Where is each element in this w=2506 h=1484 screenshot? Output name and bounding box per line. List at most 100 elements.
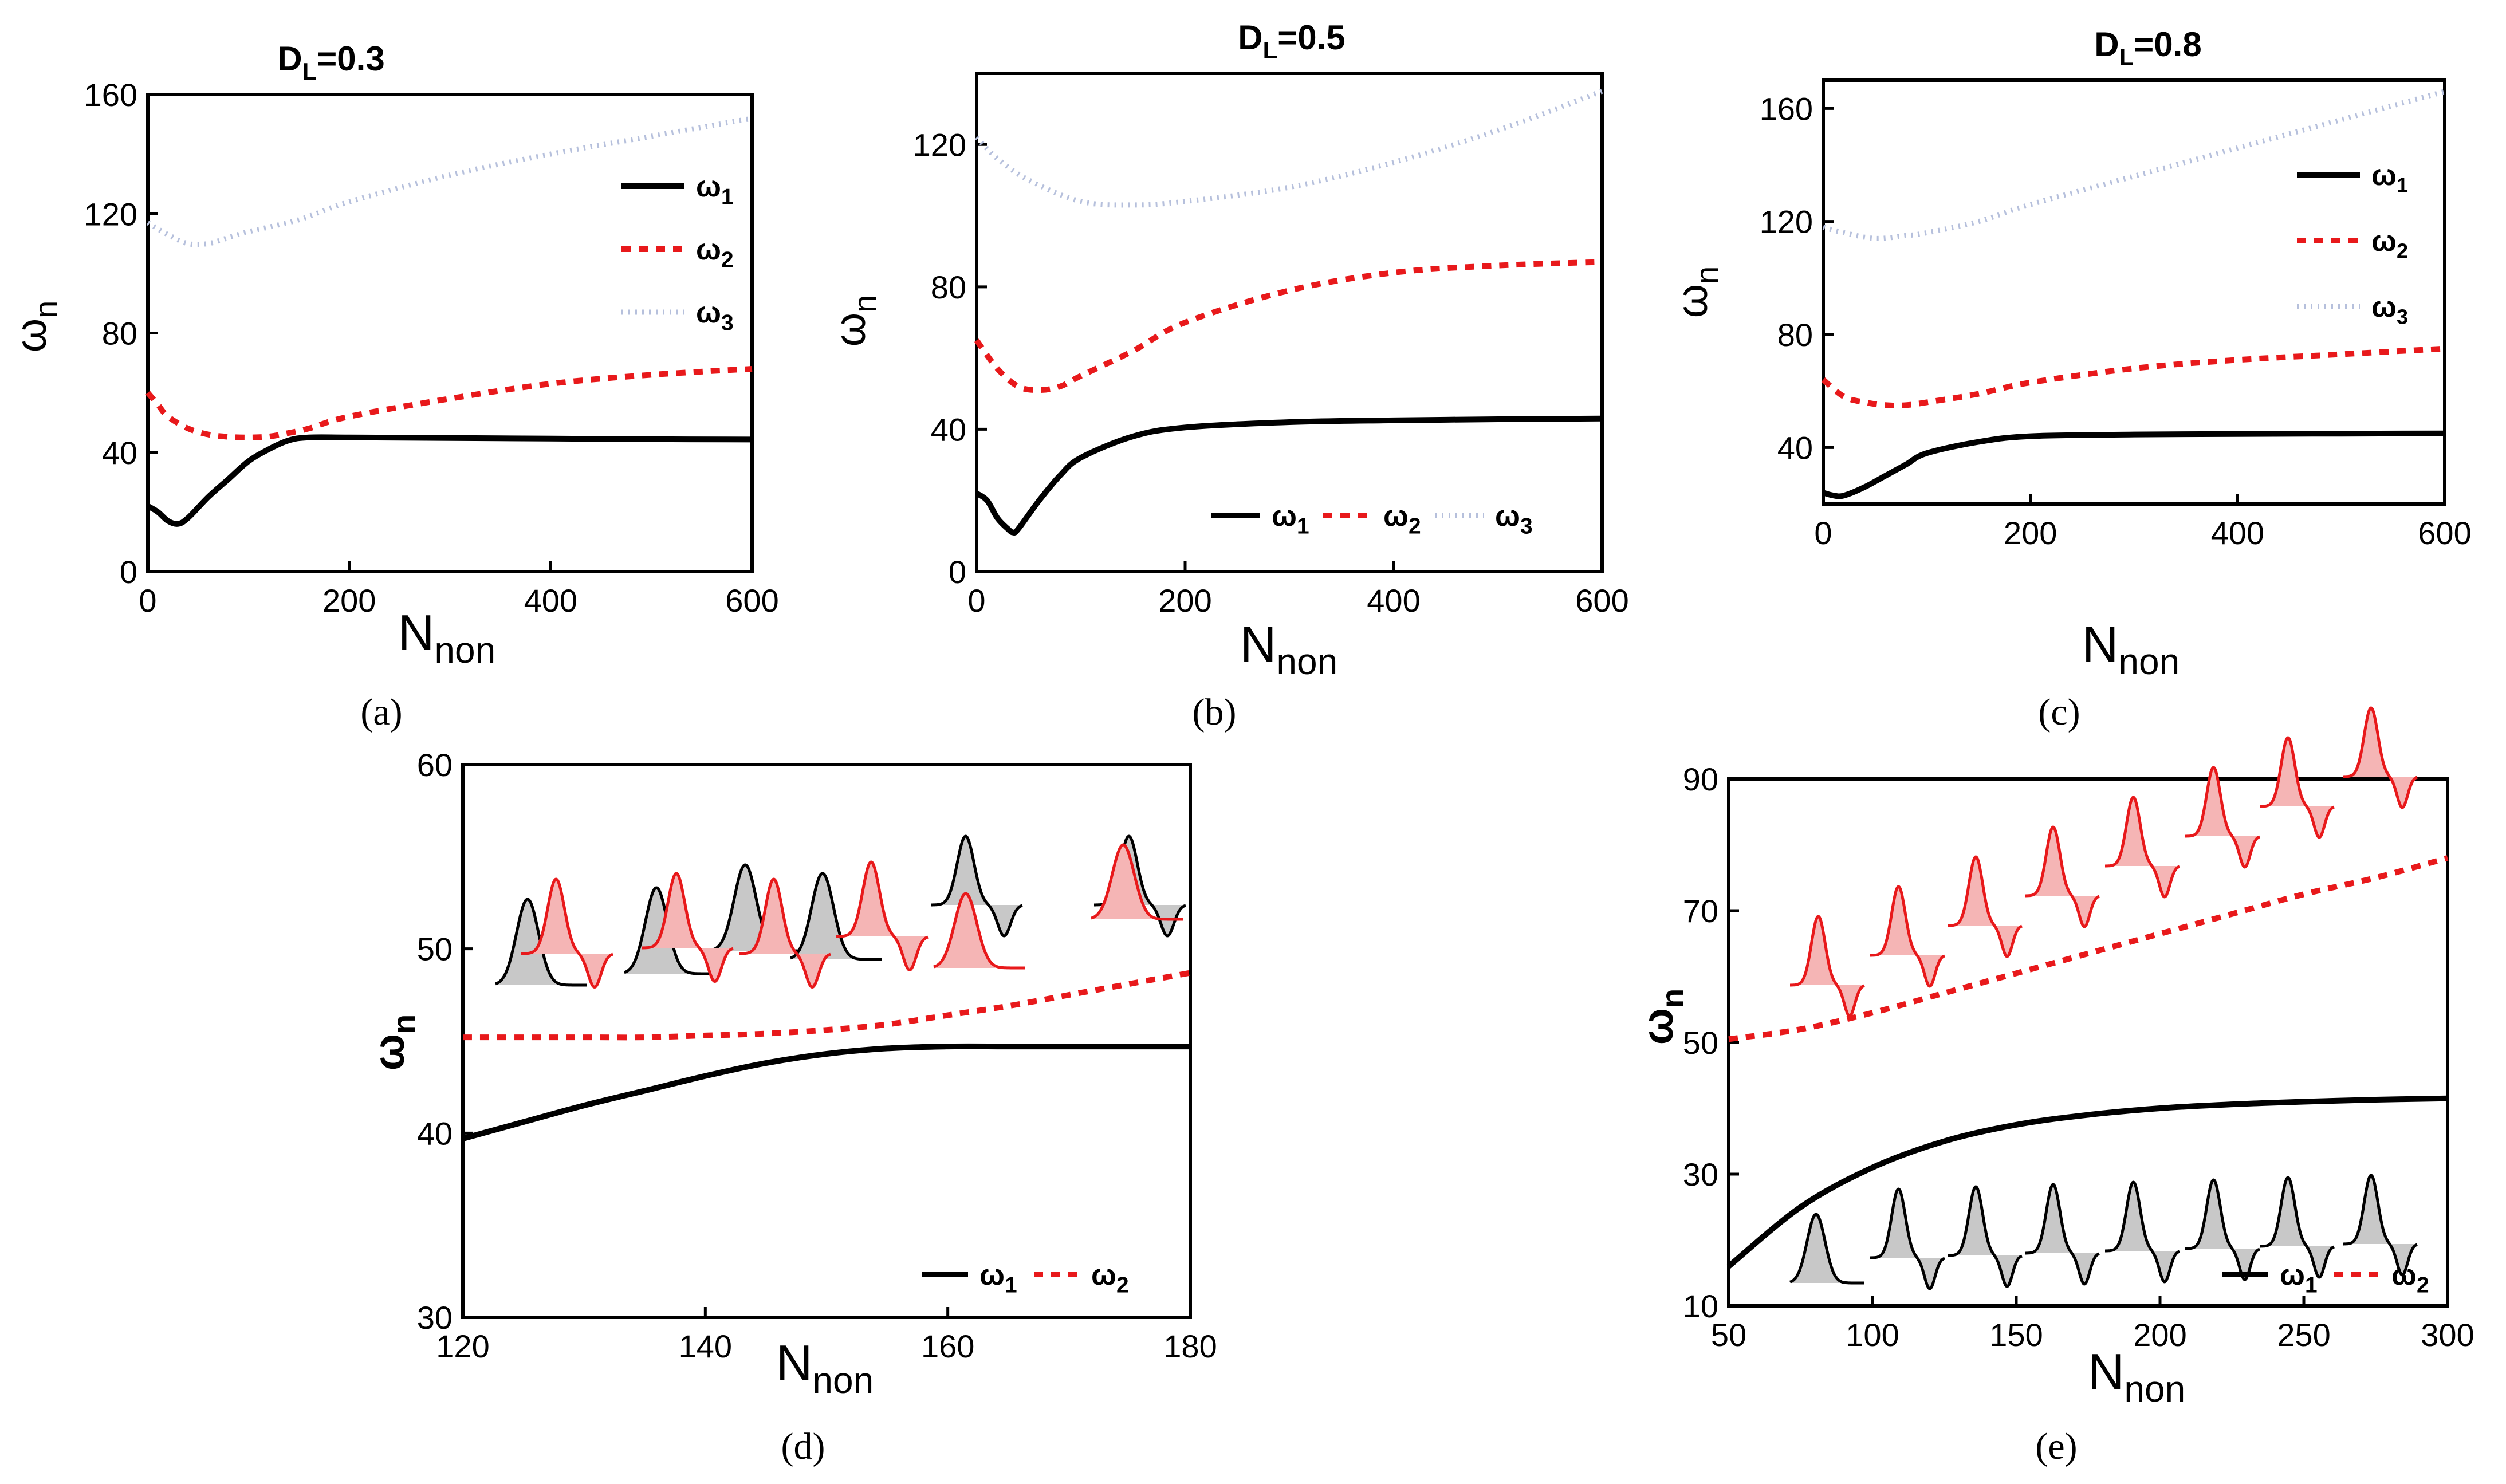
x-tick-label: 400	[2211, 515, 2264, 551]
legend-label-omega2-sub: 2	[1116, 1273, 1129, 1298]
mode-shape-w1-outline	[2259, 1176, 2335, 1279]
mode-shape-w2-outline	[2259, 736, 2335, 839]
chart-title: DL=0.3	[277, 40, 384, 85]
y-tick-label: 120	[913, 127, 966, 163]
chart-title: DL=0.5	[1238, 18, 1345, 64]
series-line-omega3	[974, 88, 1603, 208]
x-axis-label-sub: non	[2118, 641, 2180, 682]
legend-label-omega3: ω3	[1495, 499, 1533, 539]
legend-label-omega2-main: ω	[696, 233, 721, 266]
legend: ω1 ω2	[922, 1258, 1129, 1298]
y-axis-label-sub: n	[385, 1014, 422, 1034]
panel-caption: (d)	[781, 1426, 825, 1467]
y-axis-label: ωn	[1668, 266, 1725, 318]
legend-label-omega2-sub: 2	[2417, 1273, 2429, 1298]
x-tick-label: 0	[967, 582, 985, 619]
mode-shape-w2-outline	[641, 872, 734, 983]
panel-caption: (a)	[360, 691, 402, 733]
y-axis-label-group: ωn	[1634, 989, 1690, 1045]
legend: ω1 ω2	[2222, 1258, 2429, 1298]
legend-label-omega1-sub: 1	[721, 185, 734, 210]
legend-label-omega2-main: ω	[1383, 499, 1409, 533]
title-sub: L	[1263, 37, 1278, 64]
legend-label-omega1-sub: 1	[1297, 514, 1309, 539]
y-axis-label: ωn	[1634, 989, 1690, 1045]
mode-shape-w1-fill	[2185, 1180, 2260, 1280]
y-tick-label: 120	[84, 196, 137, 232]
legend-label-omega1: ω1	[1272, 499, 1309, 539]
series-line-omega2	[974, 259, 1603, 393]
series-line-omega1	[1726, 1095, 2448, 1269]
mode-shape-w2-outline	[1947, 855, 2023, 958]
y-axis-label-group: ωn	[1668, 266, 1725, 318]
y-axis-label: ωn	[826, 295, 883, 347]
mode-shape-w2-fill	[739, 879, 831, 987]
x-axis-label: Nnon	[776, 1335, 874, 1401]
mode-shape-w2-outline	[2342, 706, 2418, 809]
y-tick-label: 70	[1683, 893, 1718, 929]
y-axis-label-main: ω	[365, 1034, 414, 1070]
mode-shape-w2-fill	[2025, 827, 2099, 927]
y-tick-label: 40	[102, 435, 137, 471]
plot-frame-e	[1727, 777, 2449, 1308]
mode-shape-w1-outline	[1870, 1187, 1945, 1290]
legend-label-omega1-sub: 1	[2397, 174, 2408, 197]
y-tick-label: 120	[1760, 204, 1813, 240]
mode-shape-insets	[495, 834, 1186, 989]
mode-shape-w1-outline	[790, 872, 882, 961]
legend-label-omega1: ω1	[2280, 1258, 2318, 1298]
mode-shape-w1-fill	[2025, 1184, 2099, 1284]
legend-label-omega1-main: ω	[979, 1258, 1005, 1292]
x-axis-label-main: N	[2082, 616, 2119, 672]
x-tick-label: 200	[322, 582, 376, 619]
x-axis-label: Nnon	[1240, 616, 1337, 682]
mode-shape-w1-outline	[1789, 1213, 1864, 1285]
y-tick-label: 50	[417, 931, 453, 967]
title-sub: L	[302, 58, 317, 85]
mode-shape-w2-fill	[1948, 857, 2022, 956]
legend-label-omega2-main: ω	[1091, 1258, 1116, 1292]
y-tick-label: 40	[931, 411, 966, 447]
series-line-omega1	[975, 415, 1603, 536]
y-tick-label: 90	[1683, 761, 1718, 797]
series-line-omega1	[462, 1043, 1190, 1141]
x-axis-label: Nnon	[398, 604, 495, 671]
legend-label-omega2: ω2	[1091, 1258, 1129, 1298]
x-axis-label-main: N	[2088, 1343, 2125, 1400]
series-line-omega1	[146, 434, 753, 527]
mode-shape-w2-fill	[2185, 767, 2260, 867]
legend-label-omega3: ω3	[696, 296, 734, 336]
mode-shape-w2-fill	[1091, 845, 1183, 919]
y-axis-label-sub: n	[27, 301, 64, 318]
mode-shape-w2-outline	[836, 860, 929, 972]
mode-shape-w2-outline	[2185, 766, 2260, 869]
mode-shape-w2-fill	[934, 893, 1025, 968]
mode-shape-w2-outline	[2024, 825, 2100, 928]
plot-frame-a	[146, 93, 754, 573]
legend-label-omega1-sub: 1	[1005, 1273, 1017, 1298]
plot-frame-d	[461, 763, 1192, 1319]
y-axis-label-main: ω	[1668, 284, 1717, 318]
panel-caption: (b)	[1193, 691, 1237, 733]
x-axis-label-main: N	[398, 604, 435, 661]
legend-label-omega2-sub: 2	[721, 248, 734, 273]
y-tick-label: 40	[1777, 430, 1813, 466]
x-tick-label: 300	[2421, 1317, 2474, 1353]
y-tick-label: 10	[1683, 1288, 1718, 1324]
panel-a: 0 200 400 60004080120160NnonωnDL=0.3(a)ω1ω2…	[7, 40, 779, 733]
mode-shape-w2-fill	[1790, 916, 1864, 1016]
mode-shape-w2-outline	[738, 877, 831, 989]
x-tick-label: 0	[139, 582, 156, 619]
x-tick-label: 120	[436, 1328, 489, 1364]
mode-shape-w1-fill	[790, 873, 882, 959]
mode-shape-w2-outline	[1091, 843, 1183, 921]
mode-shape-w2-fill	[836, 862, 928, 970]
legend-label-omega3-main: ω	[2371, 290, 2397, 324]
x-tick-label: 200	[1158, 582, 1211, 619]
legend-label-omega1-sub: 1	[2305, 1273, 2318, 1298]
y-axis-label-group: ωn	[365, 1014, 422, 1070]
